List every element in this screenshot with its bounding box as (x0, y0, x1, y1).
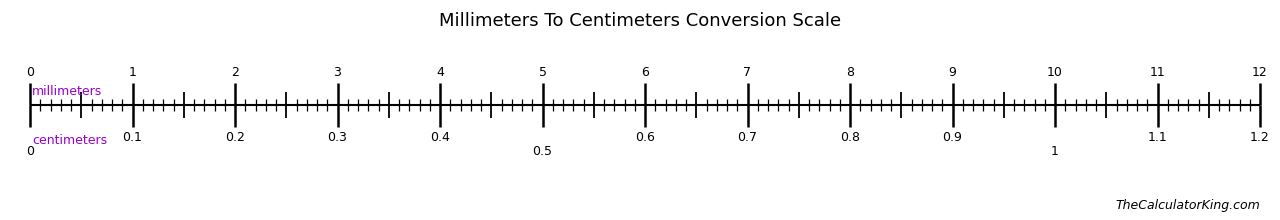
Text: 1.1: 1.1 (1148, 131, 1167, 144)
Text: 6: 6 (641, 66, 649, 79)
Text: 0.7: 0.7 (737, 131, 758, 144)
Text: centimeters: centimeters (32, 134, 108, 147)
Text: 0.6: 0.6 (635, 131, 655, 144)
Text: 10: 10 (1047, 66, 1062, 79)
Text: 5: 5 (539, 66, 547, 79)
Text: 11: 11 (1149, 66, 1165, 79)
Text: 2: 2 (232, 66, 239, 79)
Text: 0.9: 0.9 (942, 131, 963, 144)
Text: TheCalculatorKing.com: TheCalculatorKing.com (1115, 199, 1260, 212)
Text: 9: 9 (948, 66, 956, 79)
Text: Millimeters To Centimeters Conversion Scale: Millimeters To Centimeters Conversion Sc… (439, 12, 841, 30)
Text: 0.5: 0.5 (532, 145, 553, 158)
Text: 1: 1 (1051, 145, 1059, 158)
Text: 8: 8 (846, 66, 854, 79)
Text: 1: 1 (128, 66, 137, 79)
Text: 0.1: 0.1 (123, 131, 142, 144)
Text: 12: 12 (1252, 66, 1268, 79)
Text: 0.8: 0.8 (840, 131, 860, 144)
Text: 0: 0 (26, 145, 35, 158)
Text: 0: 0 (26, 66, 35, 79)
Text: 7: 7 (744, 66, 751, 79)
Text: 3: 3 (334, 66, 342, 79)
Text: millimeters: millimeters (32, 85, 102, 98)
Text: 1.2: 1.2 (1251, 131, 1270, 144)
Text: 0.4: 0.4 (430, 131, 451, 144)
Text: 4: 4 (436, 66, 444, 79)
Text: 0.2: 0.2 (225, 131, 244, 144)
Text: 0.3: 0.3 (328, 131, 347, 144)
